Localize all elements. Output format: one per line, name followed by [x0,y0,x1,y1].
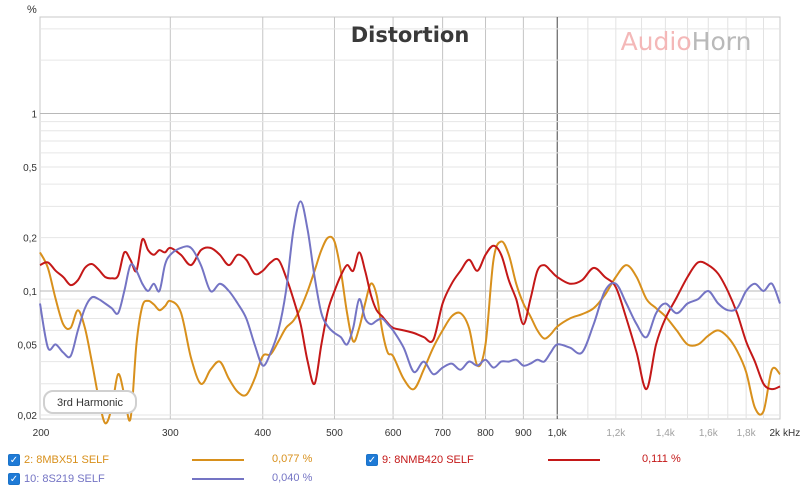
legend-swatch [548,459,600,461]
distortion-chart: 0,02 0,05 0,1 0,2 0,5 1 200 300 400 500 600 700 800… [18,4,800,439]
x-tick-label: 500 [326,428,343,439]
y-axis-unit: % [27,4,37,16]
legend-checkbox[interactable]: ✓ [8,473,20,485]
legend-checkbox[interactable]: ✓ [8,454,20,466]
x-tick-label: 2k [769,428,781,439]
y-tick-label: 0,05 [18,340,38,351]
harmonic-badge[interactable] [43,390,137,414]
x-tick-label: 300 [162,428,179,439]
y-tick-label: 1 [31,110,37,121]
x-tick-label: 900 [515,428,532,439]
y-axis-ticks: 0,02 0,05 0,1 0,2 0,5 1 [18,110,38,422]
series-line-1 [39,235,781,425]
plot-frame [39,16,781,420]
x-tick-label: 1,6k [699,428,719,439]
x-tick-label: 1,4k [656,428,676,439]
harmonic-badge-label: 3rd Harmonic [57,397,124,409]
legend-value: 0,040 % [272,472,313,484]
legend: ✓ 2: 8MBX51 SELF 0,077 % ✓ 9: 8NMB420 SELF 0,… [0,448,800,491]
y-tick-label: 0,2 [23,234,37,245]
brand-part-1: Audio [621,27,692,56]
legend-item: ✓ 2: 8MBX51 SELF [8,452,109,468]
x-tick-label: 200 [33,428,50,439]
legend-item: ✓ 9: 8NMB420 SELF [366,452,474,468]
legend-checkbox[interactable]: ✓ [366,454,378,466]
series-line-3 [39,200,781,376]
legend-item: ✓ 10: 8S219 SELF [8,471,105,487]
legend-swatch [192,478,244,480]
x-axis-ticks: 200 300 400 500 600 700 800 900 1,0k 1,2k 1,4k 1,6k… [33,428,781,439]
x-tick-label: 1,8k [737,428,757,439]
series-lines [39,200,781,425]
x-tick-label: 400 [254,428,271,439]
y-tick-label: 0,5 [23,163,37,174]
legend-swatch [192,459,244,461]
y-tick-label: 0,1 [23,287,37,298]
legend-value: 0,077 % [272,453,313,465]
brand-part-2: Horn [692,27,752,56]
grid-lines [40,17,780,419]
y-tick-label: 0,02 [18,411,38,422]
x-tick-label: 1,2k [606,428,626,439]
legend-series-name: 2: 8MBX51 SELF [24,454,109,466]
x-tick-label: 1,0k [548,428,568,439]
legend-value: 0,111 % [642,453,681,465]
x-tick-label: 700 [434,428,451,439]
x-tick-label: 800 [477,428,494,439]
chart-title: Distortion [351,23,470,47]
x-tick-label: 600 [385,428,402,439]
legend-series-name: 10: 8S219 SELF [24,473,105,485]
series-line-2 [39,237,781,391]
brand-watermark: AudioHorn [621,27,752,56]
x-axis-unit: kHz [783,428,800,439]
legend-series-name: 9: 8NMB420 SELF [382,454,474,466]
